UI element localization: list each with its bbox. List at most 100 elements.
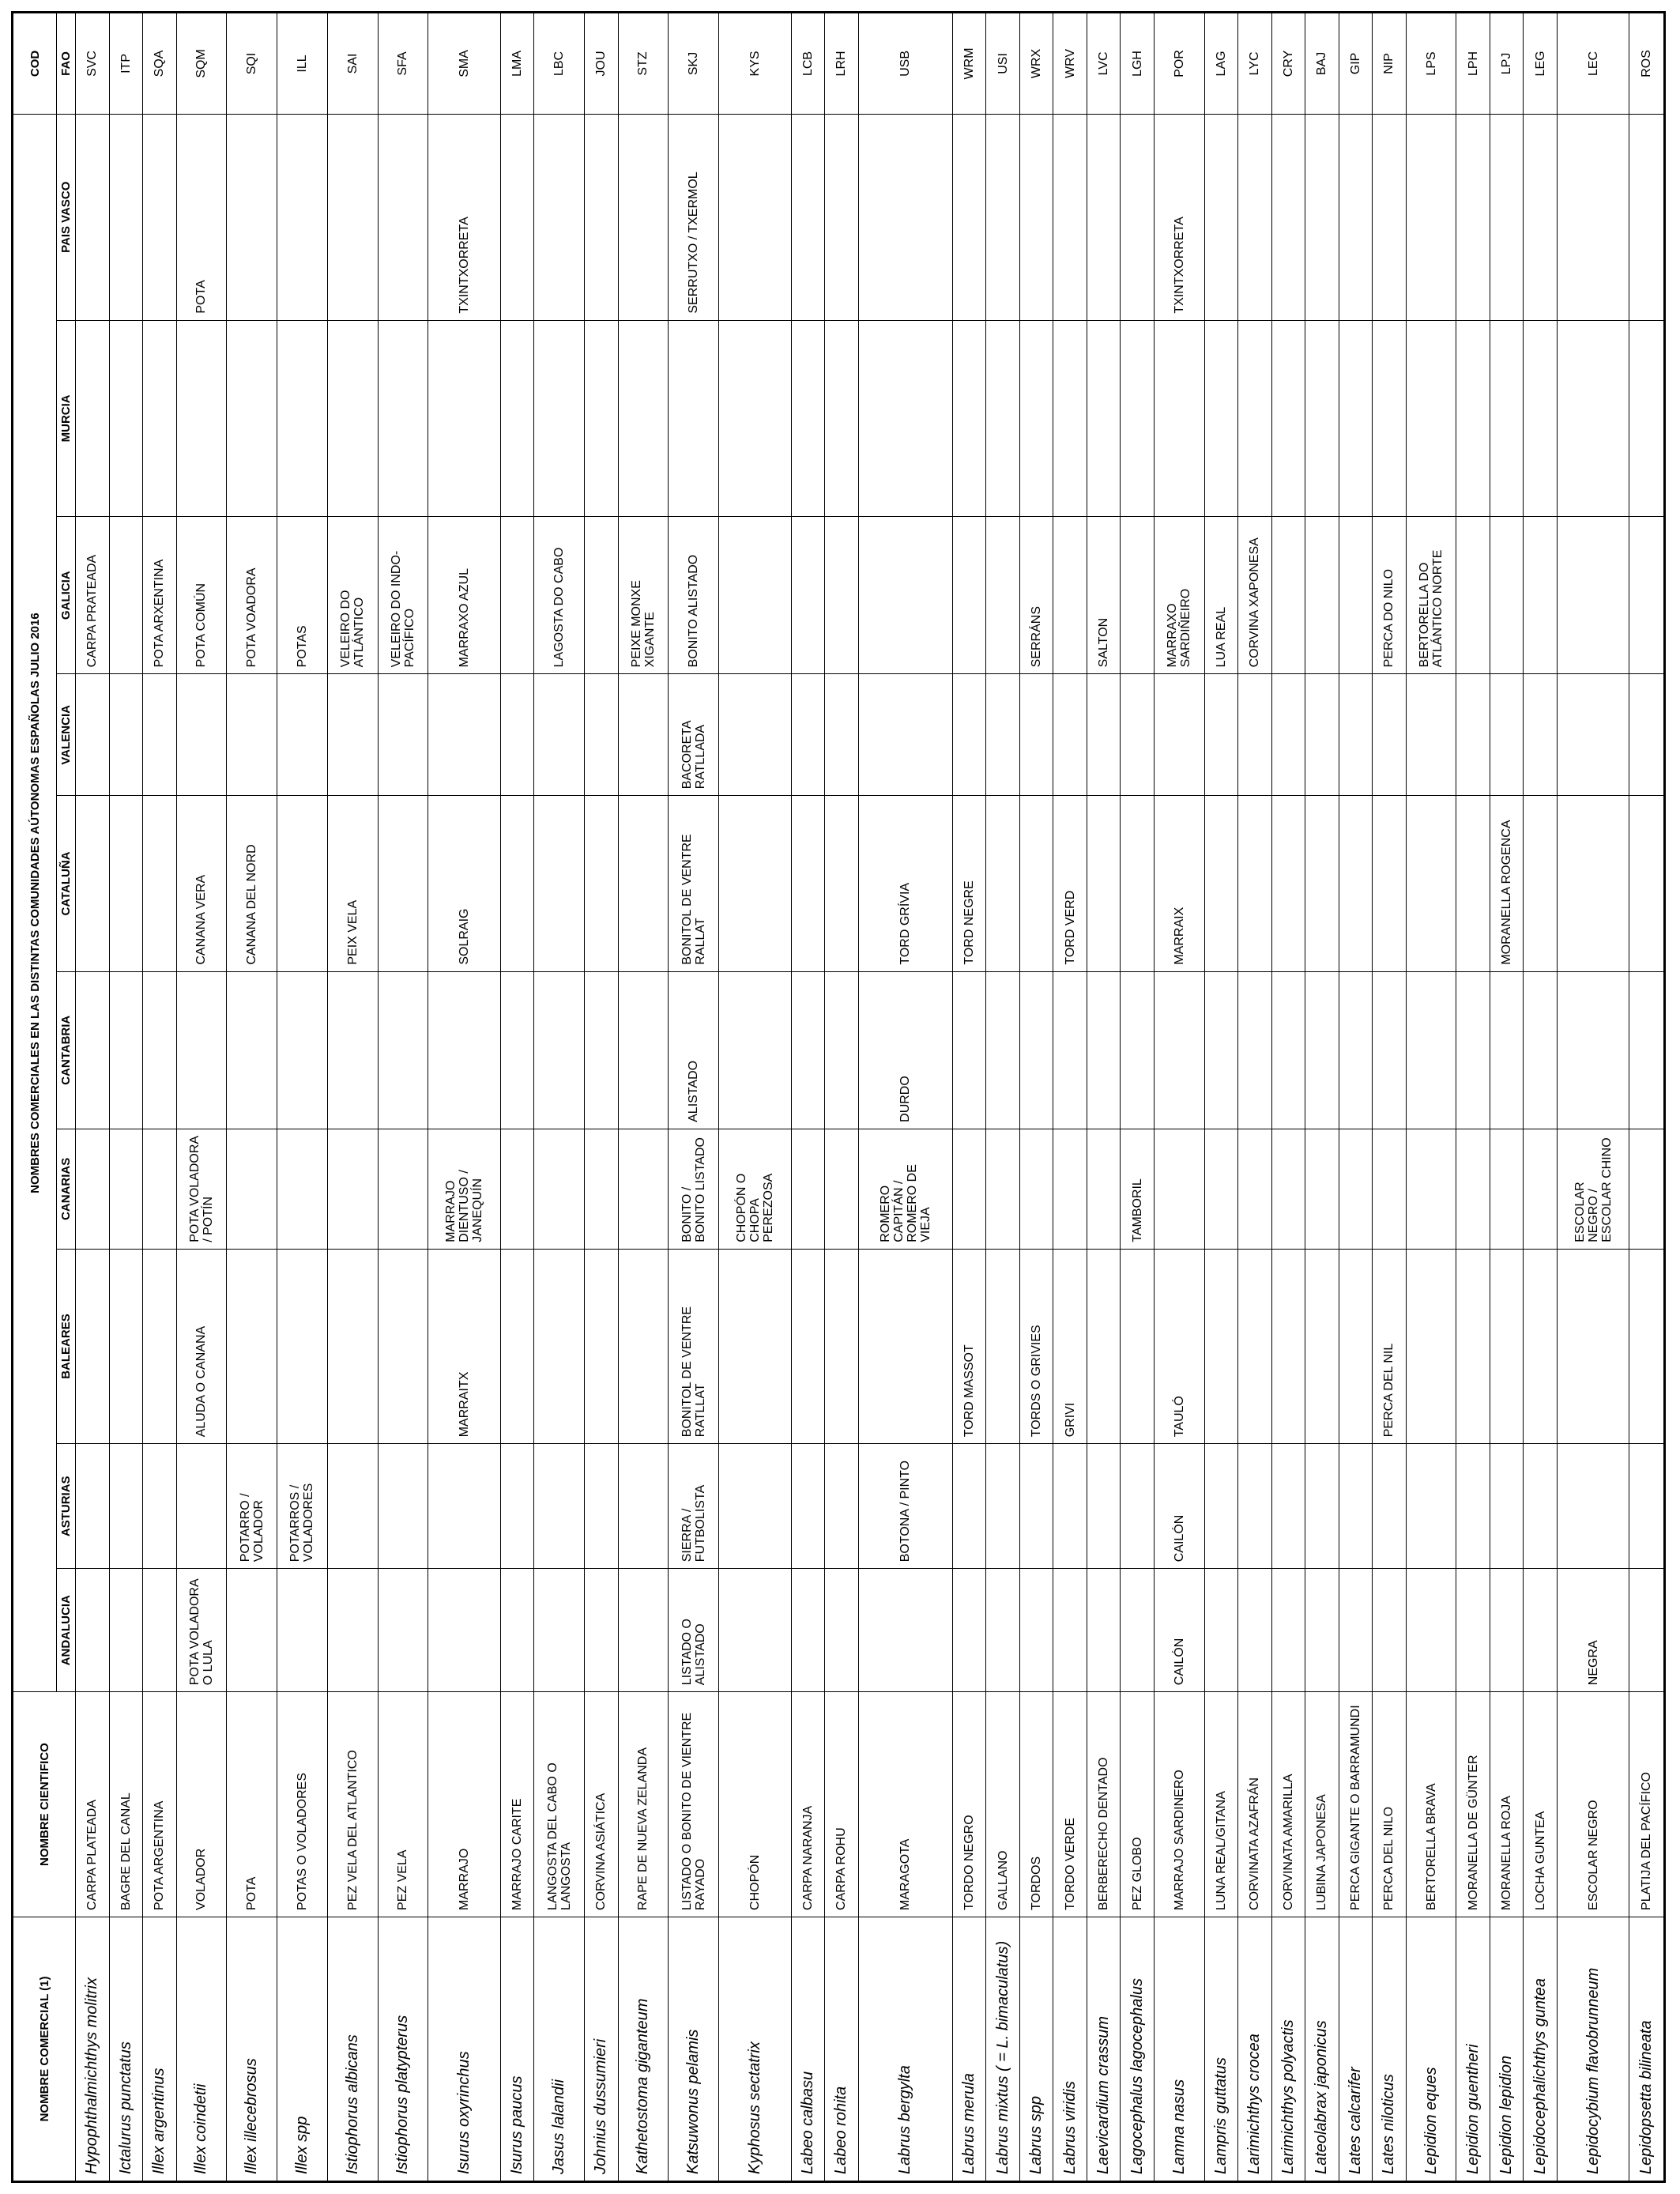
regional-name — [1204, 1443, 1238, 1569]
fao-code: LMA — [500, 12, 534, 115]
regional-name: BONITO / BONITO LISTADO — [668, 1129, 719, 1250]
fao-code: ILL — [277, 12, 328, 115]
regional-name — [1523, 795, 1558, 972]
regional-name — [1557, 320, 1629, 517]
regional-name — [985, 516, 1020, 674]
fao-code: SQA — [142, 12, 176, 115]
regional-name: CAILÓN — [1154, 1568, 1205, 1692]
scientific-name: Ictalurus punctatus — [109, 1917, 143, 2182]
regional-name — [1305, 795, 1339, 972]
common-name: MARRAJO SARDINERO — [1154, 1691, 1205, 1917]
common-name: PERCA GIGANTE O BARRAMUNDI — [1339, 1691, 1373, 1917]
regional-name: ESCOLAR NEGRO / ESCOLAR CHINO — [1557, 1129, 1629, 1250]
regional-name — [142, 1129, 176, 1250]
regional-name — [1372, 114, 1407, 321]
common-name: BAGRE DEL CANAL — [109, 1691, 143, 1917]
scientific-name: Lates calcarifer — [1339, 1917, 1373, 2182]
regional-name — [1120, 795, 1155, 972]
common-name: ESCOLAR NEGRO — [1557, 1691, 1629, 1917]
regional-name — [791, 971, 825, 1129]
regional-name — [1087, 114, 1121, 321]
regional-name — [1053, 673, 1087, 796]
regional-name — [500, 1249, 534, 1444]
region-header: ANDALUCIA — [56, 1568, 76, 1692]
common-name: PEZ VELA — [378, 1691, 428, 1917]
regional-name — [1557, 971, 1629, 1129]
fao-code: USI — [985, 12, 1020, 115]
regional-name — [378, 1129, 428, 1250]
fao-code: BAJ — [1305, 12, 1339, 115]
regional-name — [500, 1568, 534, 1692]
scientific-name: Labrus spp — [1019, 1917, 1053, 2182]
regional-name — [858, 320, 953, 517]
fao-code: LBC — [533, 12, 585, 115]
scientific-name: Lateolabrax japonicus — [1305, 1917, 1339, 2182]
common-name: PLATIJA DEL PACÍFICO — [1629, 1691, 1665, 1917]
regional-name — [1087, 1249, 1121, 1444]
scientific-name: Labrus mixtus ( = L. bimaculatus) — [985, 1917, 1020, 2182]
regional-name: POTARROS / VOLADORES — [277, 1443, 328, 1569]
regional-name — [952, 673, 986, 796]
regional-name — [1271, 971, 1305, 1129]
regional-name — [109, 320, 143, 517]
regional-name — [1305, 673, 1339, 796]
regional-name: SERRUTXO / TXERMOL — [668, 114, 719, 321]
regional-name — [718, 516, 792, 674]
regional-name: MARRAXO SARDIÑEIRO — [1154, 516, 1205, 674]
regional-name: CAILÓN — [1154, 1443, 1205, 1569]
regional-name — [428, 1568, 501, 1692]
regional-name: POTA COMÚN — [176, 516, 227, 674]
table-row: Larimichthys polyactis CORVINATA AMARILLA… — [1271, 12, 1305, 2182]
regional-name: GRIVI — [1053, 1249, 1087, 1444]
regional-name — [1372, 320, 1407, 517]
regional-name: TXINTXORRETA — [428, 114, 501, 321]
regional-name — [1019, 795, 1053, 972]
regional-name — [1339, 320, 1373, 517]
region-header: VALENCIA — [56, 673, 76, 796]
regional-name — [500, 673, 534, 796]
regional-name: POTA VOLADORA O LULA — [176, 1568, 227, 1692]
regional-name — [1087, 673, 1121, 796]
regional-name — [1339, 114, 1373, 321]
regional-name — [533, 114, 585, 321]
regional-name — [500, 516, 534, 674]
fao-code: WRX — [1019, 12, 1053, 115]
regional-name: POTA — [176, 114, 227, 321]
regional-name — [500, 1443, 534, 1569]
regional-name — [1339, 1249, 1373, 1444]
regional-name — [1372, 971, 1407, 1129]
regional-name — [277, 971, 328, 1129]
fao-code: LYC — [1237, 12, 1272, 115]
regional-name — [500, 320, 534, 517]
regional-name — [791, 1129, 825, 1250]
regional-name: PEIX VELA — [327, 795, 378, 972]
fao-code: KYS — [718, 12, 792, 115]
common-name: CHOPÓN — [718, 1691, 792, 1917]
table-row: Illex illecebrosus POTA POTARRO / VOLADOR C… — [226, 12, 277, 2182]
regional-name — [1490, 1129, 1524, 1250]
regional-name — [1087, 971, 1121, 1129]
regional-name — [533, 320, 585, 517]
fao-code: NIP — [1372, 12, 1407, 115]
regional-name — [1305, 320, 1339, 517]
regional-name — [1339, 673, 1373, 796]
regional-name — [1557, 795, 1629, 972]
fao-code: LEC — [1557, 12, 1629, 115]
regional-name — [75, 1443, 109, 1569]
common-name: TORDO VERDE — [1053, 1691, 1087, 1917]
regional-name — [428, 320, 501, 517]
scientific-name: Hypophthalmichthys molitrix — [75, 1917, 109, 2182]
regional-name — [1339, 1443, 1373, 1569]
regional-name — [1019, 114, 1053, 321]
table-row: Lateolabrax japonicus LUBINA JAPONESA BAJ — [1305, 12, 1339, 2182]
common-name: MORANELLA ROJA — [1490, 1691, 1524, 1917]
regional-name — [1053, 1129, 1087, 1250]
regional-name — [1087, 1129, 1121, 1250]
regional-name — [109, 516, 143, 674]
regional-name — [1237, 971, 1272, 1129]
common-name: PEZ VELA DEL ATLANTICO — [327, 1691, 378, 1917]
regional-name — [952, 114, 986, 321]
regional-name — [618, 114, 669, 321]
scientific-name: Lepidocephalichthys guntea — [1523, 1917, 1558, 2182]
